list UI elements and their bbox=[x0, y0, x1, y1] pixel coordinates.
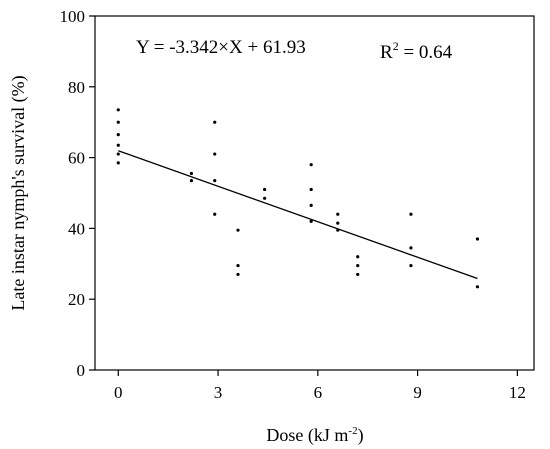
y-tick-label: 0 bbox=[77, 361, 86, 380]
data-point bbox=[356, 255, 360, 259]
data-point bbox=[236, 228, 240, 232]
data-point bbox=[356, 272, 360, 277]
x-tick-label: 12 bbox=[509, 383, 526, 402]
data-point bbox=[475, 237, 480, 241]
data-point bbox=[409, 246, 413, 250]
data-point bbox=[356, 263, 360, 268]
y-tick-label: 80 bbox=[68, 78, 85, 97]
r-squared-prefix: R bbox=[380, 42, 393, 63]
regression-line bbox=[118, 150, 478, 280]
data-point bbox=[116, 143, 120, 147]
data-point bbox=[116, 152, 120, 156]
y-tick-label: 20 bbox=[68, 290, 85, 309]
data-point bbox=[116, 132, 120, 137]
y-axis-title: Late instar nymph's survival (%) bbox=[8, 75, 29, 310]
data-point bbox=[189, 171, 194, 176]
data-point bbox=[116, 161, 120, 165]
x-tick-label: 9 bbox=[413, 383, 422, 402]
data-point bbox=[236, 263, 240, 268]
data-point bbox=[475, 285, 480, 289]
data-point bbox=[309, 219, 313, 223]
data-point bbox=[309, 187, 313, 192]
x-axis-title-end: ) bbox=[358, 425, 364, 446]
r-squared-label: R2 = 0.64 bbox=[380, 39, 453, 63]
x-axis-title-main: Dose (kJ m bbox=[266, 425, 348, 446]
x-tick-label: 6 bbox=[314, 383, 323, 402]
r-squared-value: = 0.64 bbox=[399, 42, 453, 63]
data-point bbox=[336, 212, 340, 216]
data-point bbox=[213, 120, 217, 124]
data-point bbox=[189, 179, 194, 183]
data-point bbox=[263, 196, 267, 200]
data-point bbox=[213, 212, 217, 216]
x-axis-ticks: 0 3 6 9 12 bbox=[114, 370, 526, 402]
x-tick-label: 0 bbox=[114, 383, 123, 402]
data-point bbox=[116, 120, 120, 124]
y-tick-label: 60 bbox=[68, 149, 85, 168]
data-point bbox=[309, 203, 313, 207]
x-tick-label: 3 bbox=[214, 383, 223, 402]
y-tick-label: 40 bbox=[68, 219, 85, 238]
data-point bbox=[116, 108, 120, 112]
y-tick-label: 100 bbox=[60, 7, 86, 26]
data-point bbox=[309, 163, 313, 167]
data-point bbox=[409, 212, 413, 216]
y-axis-ticks: 0 20 40 60 80 100 bbox=[60, 7, 95, 380]
data-points bbox=[116, 108, 480, 289]
data-point bbox=[409, 263, 413, 268]
x-axis-title: Dose (kJ m-2) bbox=[266, 425, 363, 446]
data-point bbox=[336, 228, 340, 232]
data-point bbox=[236, 272, 240, 277]
x-axis-title-superscript: -2 bbox=[348, 425, 357, 437]
plot-frame bbox=[94, 15, 535, 371]
data-point bbox=[213, 179, 217, 183]
data-point bbox=[213, 152, 217, 156]
data-point bbox=[263, 187, 267, 192]
regression-equation: Y = -3.342×X + 61.93 bbox=[136, 37, 306, 58]
r-squared-superscript: 2 bbox=[393, 39, 399, 53]
data-point bbox=[336, 221, 340, 225]
